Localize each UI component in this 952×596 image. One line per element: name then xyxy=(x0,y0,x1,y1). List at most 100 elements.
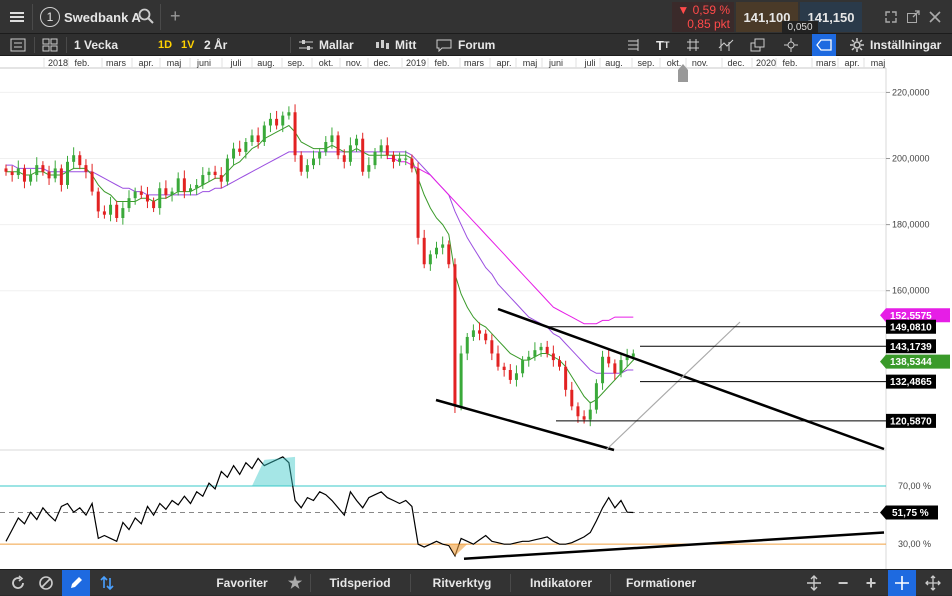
pencil-icon[interactable] xyxy=(62,570,90,596)
candle-body xyxy=(176,178,180,192)
drawing-tools-icon[interactable] xyxy=(718,34,734,56)
divider xyxy=(310,574,311,592)
trendline-drawings[interactable] xyxy=(435,307,886,452)
period-selector[interactable]: 1 Vecka xyxy=(74,38,119,52)
zoom-out-icon[interactable]: − xyxy=(837,572,849,593)
list-icon[interactable] xyxy=(10,34,26,56)
instrument-number-badge[interactable]: 1 xyxy=(40,7,60,27)
instrument-name[interactable]: Swedbank A xyxy=(64,9,141,25)
indikatorer-button[interactable]: Indikatorer xyxy=(529,576,592,590)
interval-1d-button[interactable]: 1D xyxy=(158,39,173,51)
candle-body xyxy=(59,168,63,185)
price-chart[interactable]: 2018 feb. mars apr. maj juni juli aug. sep. okt. n… xyxy=(0,56,952,569)
close-icon[interactable] xyxy=(928,10,942,24)
price-level-tag: 138,5344 xyxy=(880,354,950,369)
candle-body xyxy=(35,165,39,176)
time-tick-label: apr. xyxy=(844,58,859,68)
swap-arrows-icon[interactable] xyxy=(94,570,120,596)
layers-icon[interactable] xyxy=(750,34,766,56)
layout-grid-icon[interactable] xyxy=(42,34,58,56)
candle-body xyxy=(521,360,525,374)
plus-icon[interactable]: + xyxy=(170,6,181,26)
candle-body xyxy=(551,353,555,361)
time-tick-label: apr. xyxy=(496,58,511,68)
candle-body xyxy=(453,264,457,407)
candle-body xyxy=(478,330,482,334)
candle-body xyxy=(625,356,629,361)
candle-body xyxy=(219,175,223,182)
candle-body xyxy=(601,356,605,384)
candle-body xyxy=(250,135,254,142)
mitt-button[interactable]: Mitt xyxy=(374,34,416,56)
candle-body xyxy=(195,184,199,189)
forum-button[interactable]: Forum xyxy=(436,34,495,56)
candle-body xyxy=(576,406,580,417)
pan-arrows-icon[interactable] xyxy=(920,570,946,596)
candle-body xyxy=(570,389,574,407)
popout-icon[interactable] xyxy=(906,10,920,24)
crosshair-grid-icon[interactable] xyxy=(686,34,700,56)
disable-icon[interactable] xyxy=(34,570,58,596)
candle-body xyxy=(201,175,205,185)
oscillator-trendline xyxy=(463,531,885,560)
indicator-list-icon[interactable] xyxy=(626,34,640,56)
candle-body xyxy=(90,171,94,192)
change-box: ▼ 0,59 % 0,85 pkt xyxy=(672,2,734,32)
price-tick-label: 160,0000 xyxy=(892,286,930,296)
favoriter-button[interactable]: Favoriter xyxy=(216,576,268,590)
sliders-icon xyxy=(299,40,313,50)
target-icon[interactable] xyxy=(784,34,798,56)
refresh-icon[interactable] xyxy=(6,570,30,596)
menu-icon[interactable] xyxy=(8,8,26,26)
candle-body xyxy=(539,346,543,351)
chart-area[interactable]: 2018 feb. mars apr. maj juni juli aug. sep. okt. n… xyxy=(0,56,952,569)
expand-icon[interactable] xyxy=(884,10,898,24)
candle-body xyxy=(613,363,617,374)
interval-1v-button[interactable]: 1V xyxy=(181,39,195,51)
formationer-button[interactable]: Formationer xyxy=(625,576,696,590)
divider xyxy=(32,4,33,30)
change-points: 0,85 pkt xyxy=(687,17,730,31)
time-tick-label: nov. xyxy=(692,58,708,68)
time-tick-label: maj xyxy=(167,58,182,68)
time-tick-label: 2019 xyxy=(406,58,426,68)
candle-body xyxy=(558,360,561,367)
candle-body xyxy=(435,247,438,255)
candle-body xyxy=(299,155,303,172)
time-tick-label: apr. xyxy=(138,58,153,68)
candle-body xyxy=(361,138,365,172)
ma-fast-line xyxy=(6,124,634,404)
candlestick-series xyxy=(4,104,635,427)
candle-body xyxy=(41,165,45,172)
candle-body xyxy=(207,171,211,176)
divider xyxy=(510,574,511,592)
price-level-tag: 132,4865 xyxy=(886,374,936,389)
ritverktyg-button[interactable]: Ritverktyg xyxy=(432,576,492,590)
star-icon[interactable]: ★ xyxy=(287,575,303,592)
candle-body xyxy=(10,171,14,176)
fit-chart-icon[interactable] xyxy=(802,570,826,596)
spread-value: 0,050 xyxy=(782,21,818,33)
candle-body xyxy=(182,178,186,192)
mallar-button[interactable]: Mallar xyxy=(298,34,354,56)
candle-body xyxy=(514,373,518,380)
chat-bubble-icon xyxy=(436,39,452,52)
divider xyxy=(160,4,161,30)
price-tag-shape xyxy=(886,319,936,334)
search-icon[interactable] xyxy=(138,8,154,24)
zoom-in-icon[interactable]: + xyxy=(865,572,877,593)
price-tag-label: 152,5575 xyxy=(890,311,932,322)
moving-average-lines xyxy=(6,124,634,404)
crosshair-icon[interactable] xyxy=(888,570,916,596)
price-label-tool-icon[interactable] xyxy=(812,34,836,56)
price-tag-shape xyxy=(886,339,936,354)
oversold-fill xyxy=(448,544,468,556)
settings-button[interactable]: Inställningar xyxy=(850,34,941,56)
range-selector[interactable]: 2 År xyxy=(204,38,228,52)
tidsperiod-button[interactable]: Tidsperiod xyxy=(329,576,391,590)
candle-body xyxy=(465,336,469,354)
candle-body xyxy=(619,360,623,374)
candle-body xyxy=(275,118,279,126)
